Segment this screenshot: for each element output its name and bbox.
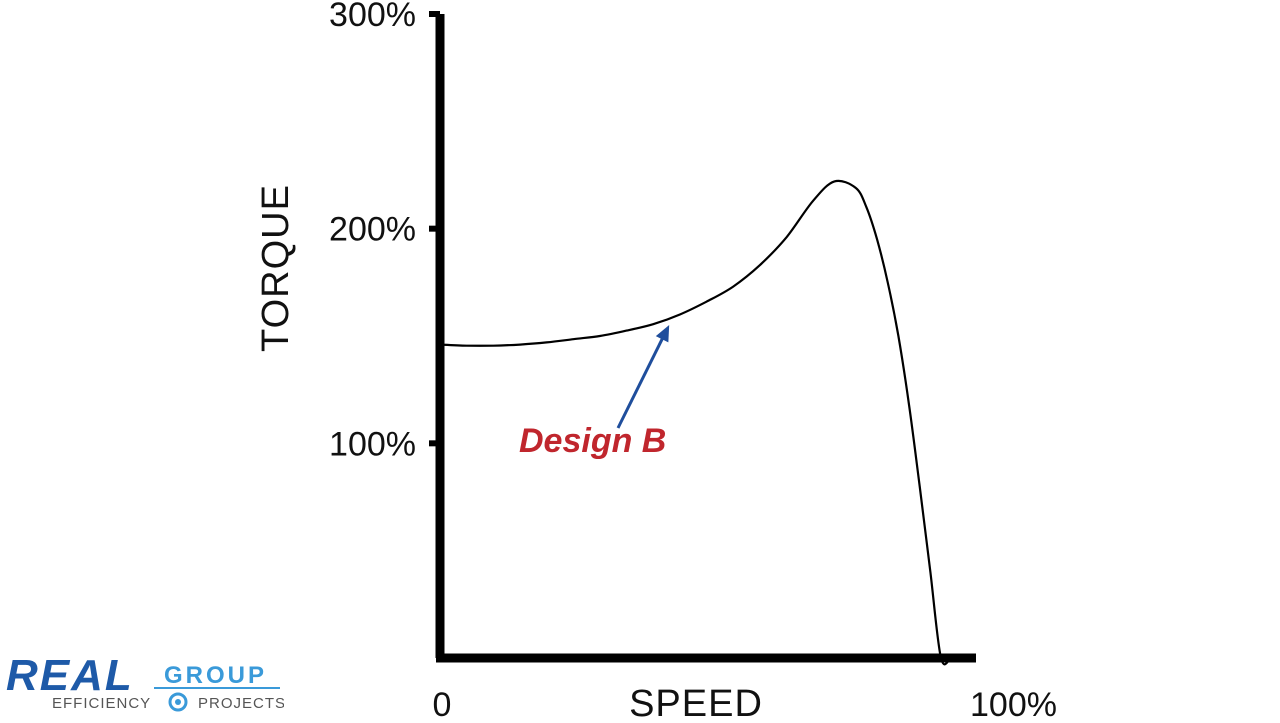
logo-tagline-efficiency: EFFICIENCY	[52, 695, 151, 712]
y-tick-label: 300%	[329, 0, 416, 34]
annotation-arrow	[616, 332, 667, 429]
logo-secondary-text: GROUP	[164, 662, 267, 689]
annotation-label: Design B	[519, 422, 666, 460]
y-tick-label: 200%	[329, 211, 416, 249]
annotation-arrowhead	[655, 324, 670, 343]
torque-curve-line	[439, 179, 973, 666]
x-tick-label: 100%	[970, 686, 1057, 720]
logo-graphic: REAL GROUP EFFICIENCY PROJECTS	[6, 651, 285, 712]
logo-main-text: REAL	[6, 651, 134, 700]
gear-icon	[168, 692, 188, 712]
y-axis-title: TORQUE	[255, 184, 297, 352]
real-group-logo: REAL GROUP EFFICIENCY PROJECTS	[4, 650, 285, 718]
x-tick-label: 0	[433, 686, 452, 720]
x-axis-title: SPEED	[629, 683, 763, 720]
logo-tagline-projects: PROJECTS	[198, 695, 284, 712]
y-tick-label: 100%	[329, 425, 416, 463]
